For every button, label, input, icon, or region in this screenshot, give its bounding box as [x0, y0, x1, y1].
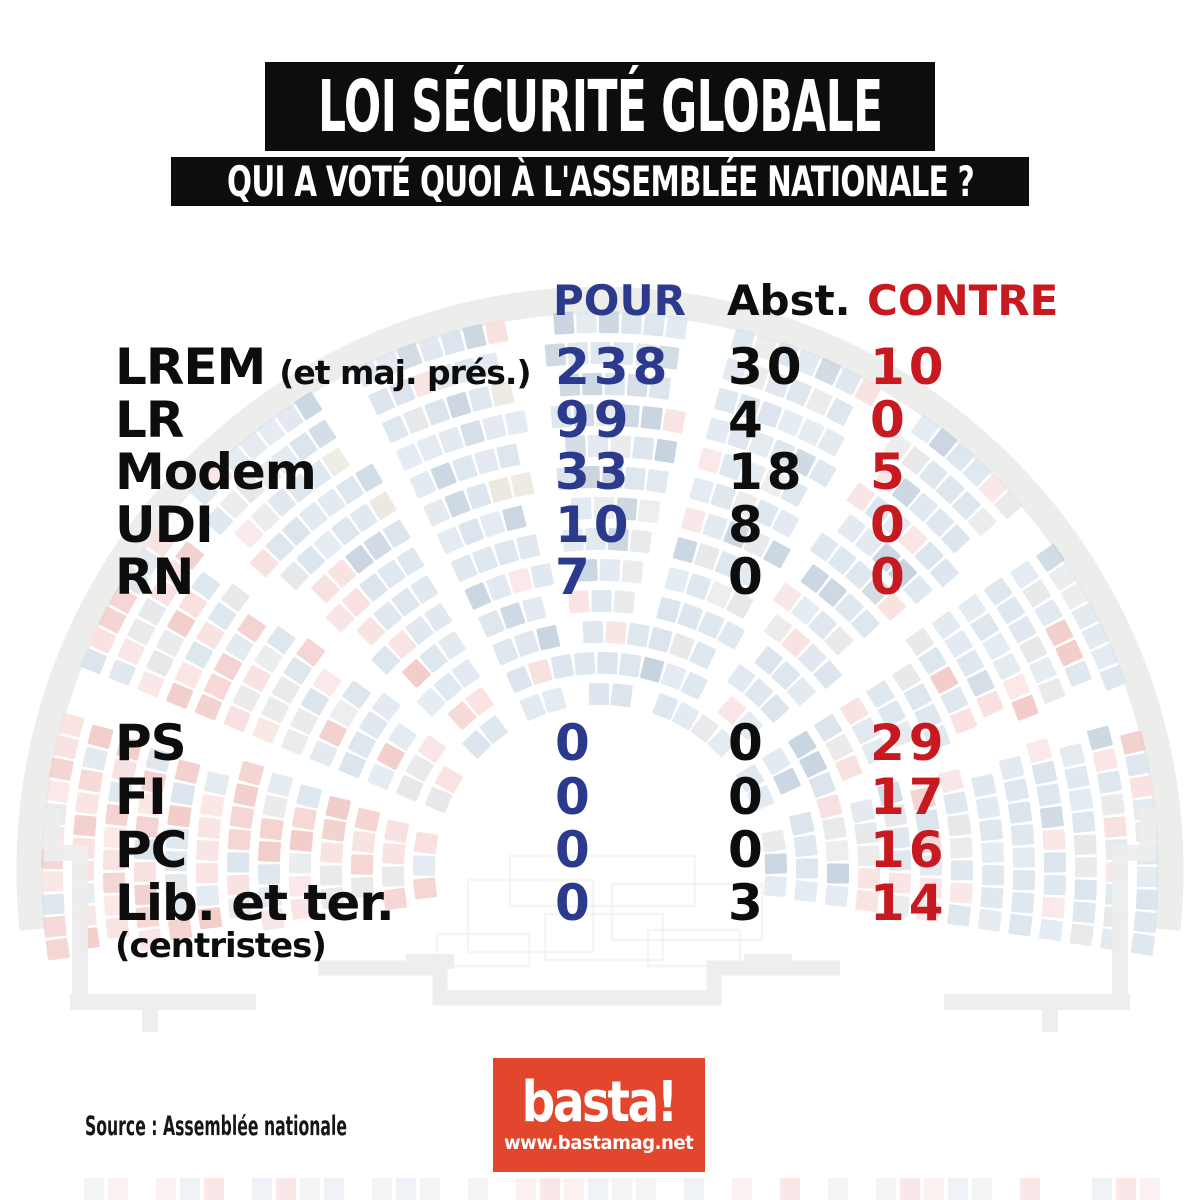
party-label: LREM: [115, 338, 266, 396]
contre-value: 0: [870, 391, 909, 449]
page-subtitle: QUI A VOTÉ QUOI À L'ASSEMBLÉE NATIONALE …: [226, 157, 975, 206]
table-row-rn: RN 7 0 0: [115, 550, 1125, 604]
table-row-lib-et-ter: Lib. et ter. 0 3 14: [115, 876, 1125, 930]
party-label: Lib. et ter.: [115, 874, 395, 932]
party-label: LR: [115, 391, 184, 449]
contre-value: 29: [870, 714, 948, 772]
abst-value: 0: [728, 714, 767, 772]
abst-value: 0: [728, 548, 767, 606]
party-label: PC: [115, 821, 187, 879]
abst-value: 3: [728, 874, 767, 932]
table-row-pc: PC 0 0 16: [115, 823, 1125, 877]
pour-value: 7: [555, 548, 594, 606]
pour-value: 99: [555, 391, 633, 449]
contre-value: 0: [870, 548, 909, 606]
party-label: UDI: [115, 496, 214, 554]
table-row-lrem: LREM (et maj. prés.) 238 30 10: [115, 340, 1125, 394]
contre-value: 5: [870, 443, 909, 501]
page-title: LOI SÉCURITÉ GLOBALE: [317, 65, 883, 148]
column-header-contre: CONTRE: [867, 276, 1059, 325]
party-label: Modem: [115, 443, 317, 501]
source-caption: Source : Assemblée nationale: [85, 1111, 347, 1142]
table-row-fi: FI 0 0 17: [115, 770, 1125, 824]
pour-value: 10: [555, 496, 633, 554]
abst-value: 18: [728, 443, 806, 501]
contre-value: 14: [870, 874, 948, 932]
party-label: RN: [115, 548, 194, 606]
abst-value: 8: [728, 496, 767, 554]
table-row-modem: Modem 33 18 5: [115, 445, 1125, 499]
pour-value: 238: [555, 338, 672, 396]
basta-logo: basta! www.bastamag.net: [493, 1058, 705, 1172]
column-header-abst: Abst.: [727, 276, 851, 325]
contre-value: 0: [870, 496, 909, 554]
abst-value: 4: [728, 391, 767, 449]
table-row-udi: UDI 10 8 0: [115, 498, 1125, 552]
basta-logo-url: www.bastamag.net: [504, 1132, 694, 1154]
abst-value: 0: [728, 821, 767, 879]
table-row-ps: PS 0 0 29: [115, 716, 1125, 770]
subtitle-banner: QUI A VOTÉ QUOI À L'ASSEMBLÉE NATIONALE …: [171, 157, 1029, 206]
abst-value: 0: [728, 768, 767, 826]
pour-value: 33: [555, 443, 633, 501]
party-note: (et maj. prés.): [279, 353, 531, 392]
column-header-pour: POUR: [553, 276, 686, 325]
contre-value: 16: [870, 821, 948, 879]
contre-value: 10: [870, 338, 948, 396]
pour-value: 0: [555, 714, 594, 772]
title-banner: LOI SÉCURITÉ GLOBALE: [265, 62, 935, 151]
party-label: PS: [115, 714, 187, 772]
pour-value: 0: [555, 821, 594, 879]
table-row-lr: LR 99 4 0: [115, 393, 1125, 447]
pour-value: 0: [555, 874, 594, 932]
abst-value: 30: [728, 338, 806, 396]
basta-logo-name: basta!: [522, 1070, 679, 1135]
pour-value: 0: [555, 768, 594, 826]
contre-value: 17: [870, 768, 948, 826]
party-label: FI: [115, 768, 167, 826]
party-subnote: (centristes): [115, 926, 327, 966]
